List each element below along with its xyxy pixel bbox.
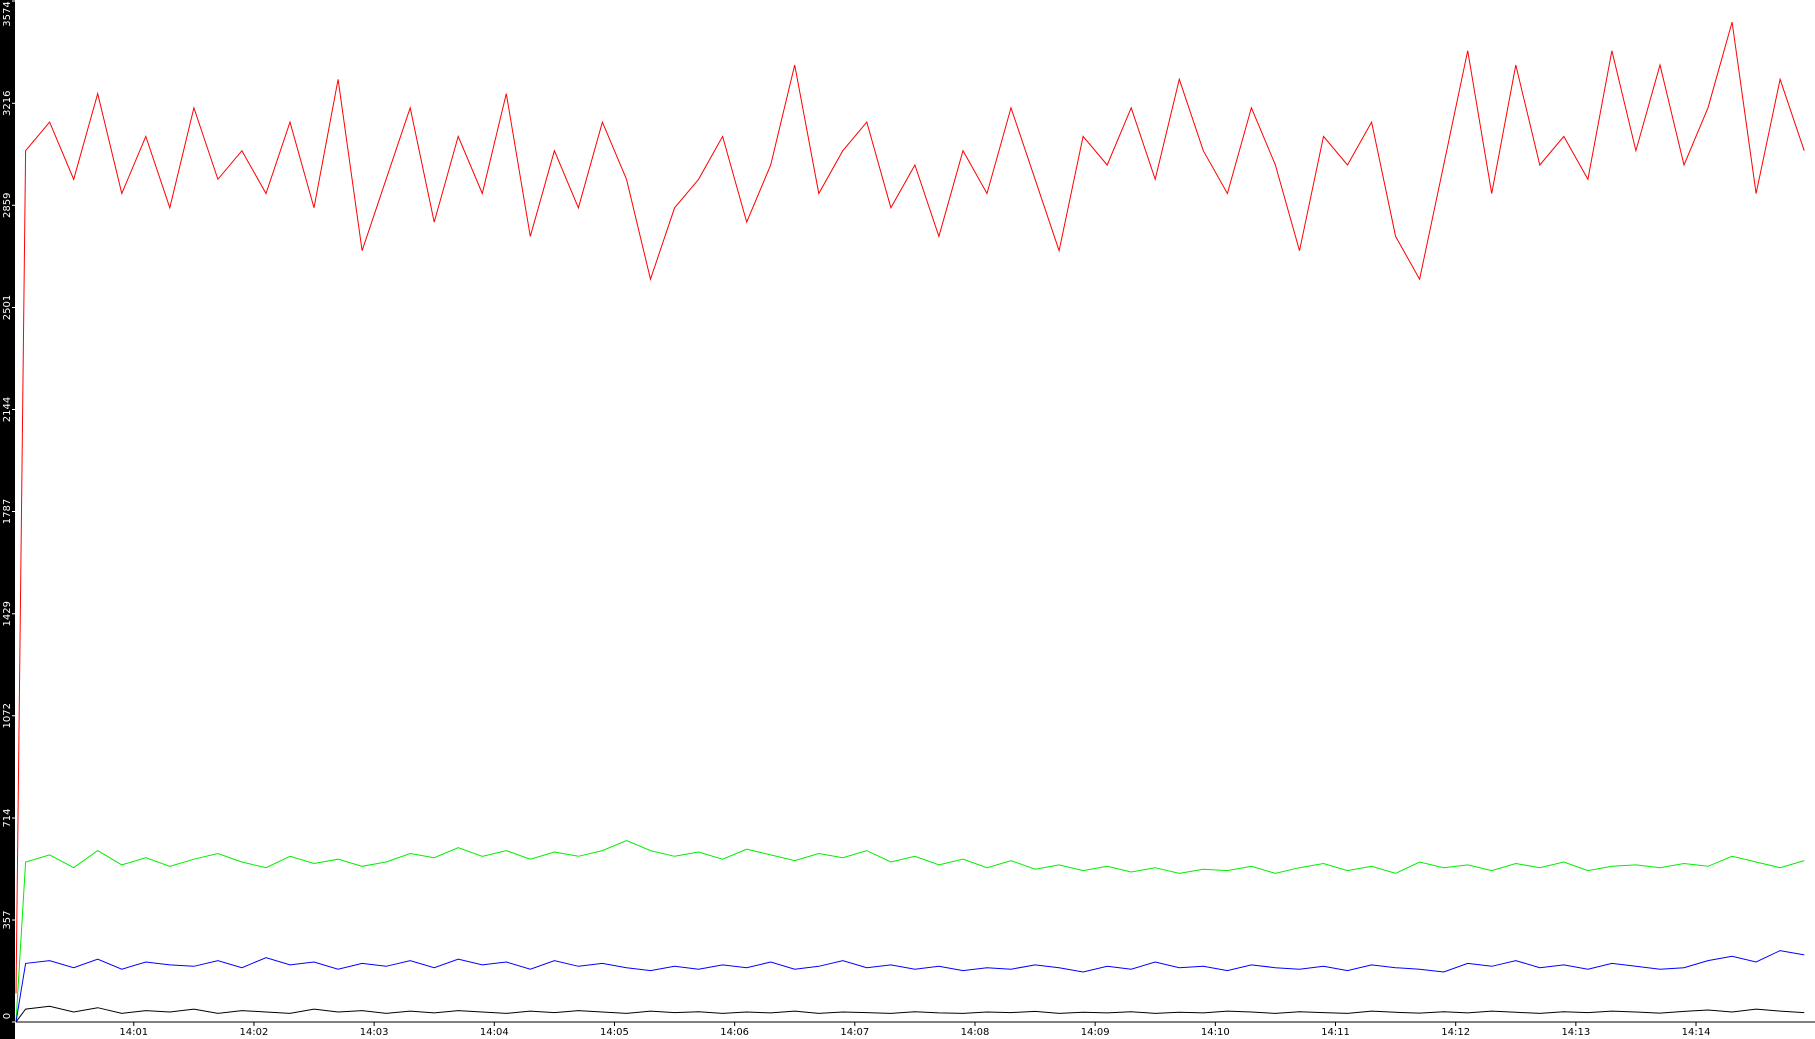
series-line [15, 21, 1805, 994]
series-line [15, 840, 1805, 1023]
x-tick-label: 14:02 [240, 1027, 269, 1038]
x-tick-label: 14:04 [480, 1027, 509, 1038]
series-line [15, 1005, 1805, 1023]
x-tick-label: 14:05 [600, 1027, 629, 1038]
x-tick-label: 14:09 [1081, 1027, 1110, 1038]
y-tick-label: 1072 [2, 703, 13, 728]
x-tick-label: 14:10 [1201, 1027, 1230, 1038]
y-tick-label: 357 [2, 910, 13, 929]
x-tick-label: 14:14 [1682, 1027, 1711, 1038]
y-tick-label: 1429 [2, 601, 13, 626]
x-tick-label: 14:12 [1441, 1027, 1470, 1038]
x-tick-label: 14:03 [360, 1027, 389, 1038]
y-tick-label: 3574 [2, 1, 13, 26]
series-line [15, 950, 1805, 1023]
y-tick-label: 2859 [2, 193, 13, 218]
x-tick-label: 14:01 [119, 1027, 148, 1038]
x-tick-label: 14:11 [1321, 1027, 1350, 1038]
y-tick-label: 3216 [2, 91, 13, 116]
y-tick-label: 0 [2, 1013, 13, 1019]
y-axis-strip [0, 0, 15, 1039]
x-tick-label: 14:06 [720, 1027, 749, 1038]
y-tick-label: 1787 [2, 499, 13, 524]
x-tick-label: 14:08 [961, 1027, 990, 1038]
x-tick-label: 14:07 [840, 1027, 869, 1038]
y-tick-label: 2501 [2, 295, 13, 320]
x-tick-label: 14:13 [1561, 1027, 1590, 1038]
y-tick-label: 714 [2, 808, 13, 827]
y-tick-label: 2144 [2, 397, 13, 422]
